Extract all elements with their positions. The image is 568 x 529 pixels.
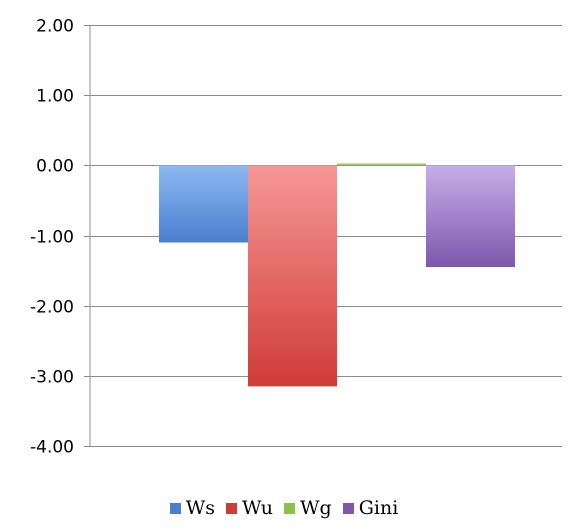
y-tick-label: -2.00 [30, 298, 74, 318]
legend-swatch-ws [169, 502, 181, 514]
legend-item-wg: Wg [284, 497, 332, 519]
legend-item-gini: Gini [342, 497, 399, 519]
legend-swatch-wu [226, 502, 237, 514]
legend-swatch-wg [284, 502, 295, 514]
y-tick-label: 0.00 [36, 157, 74, 177]
y-tick-label: -4.00 [30, 438, 74, 458]
bar-wg [337, 163, 426, 166]
legend-item-wu: Wu [226, 497, 273, 519]
bar-ws [159, 165, 248, 243]
y-tick-label: -3.00 [30, 368, 74, 388]
legend-label-wu: Wu [242, 497, 273, 519]
y-tick-label: -1.00 [30, 228, 74, 248]
y-axis-ticks: 2.00 1.00 0.00 -1.00 -2.00 -3.00 -4.00 [30, 17, 74, 458]
legend-label-gini: Gini [358, 497, 399, 519]
legend: Ws Wu Wg Gini [0, 497, 568, 519]
bar-wu [248, 165, 337, 387]
legend-swatch-gini [342, 502, 354, 514]
y-tick-label: 2.00 [36, 17, 74, 37]
y-tick-label: 1.00 [36, 87, 74, 107]
bars [159, 163, 515, 387]
legend-label-ws: Ws [185, 497, 215, 519]
legend-item-ws: Ws [169, 497, 215, 519]
bar-gini [426, 165, 515, 268]
legend-label-wg: Wg [300, 497, 332, 519]
